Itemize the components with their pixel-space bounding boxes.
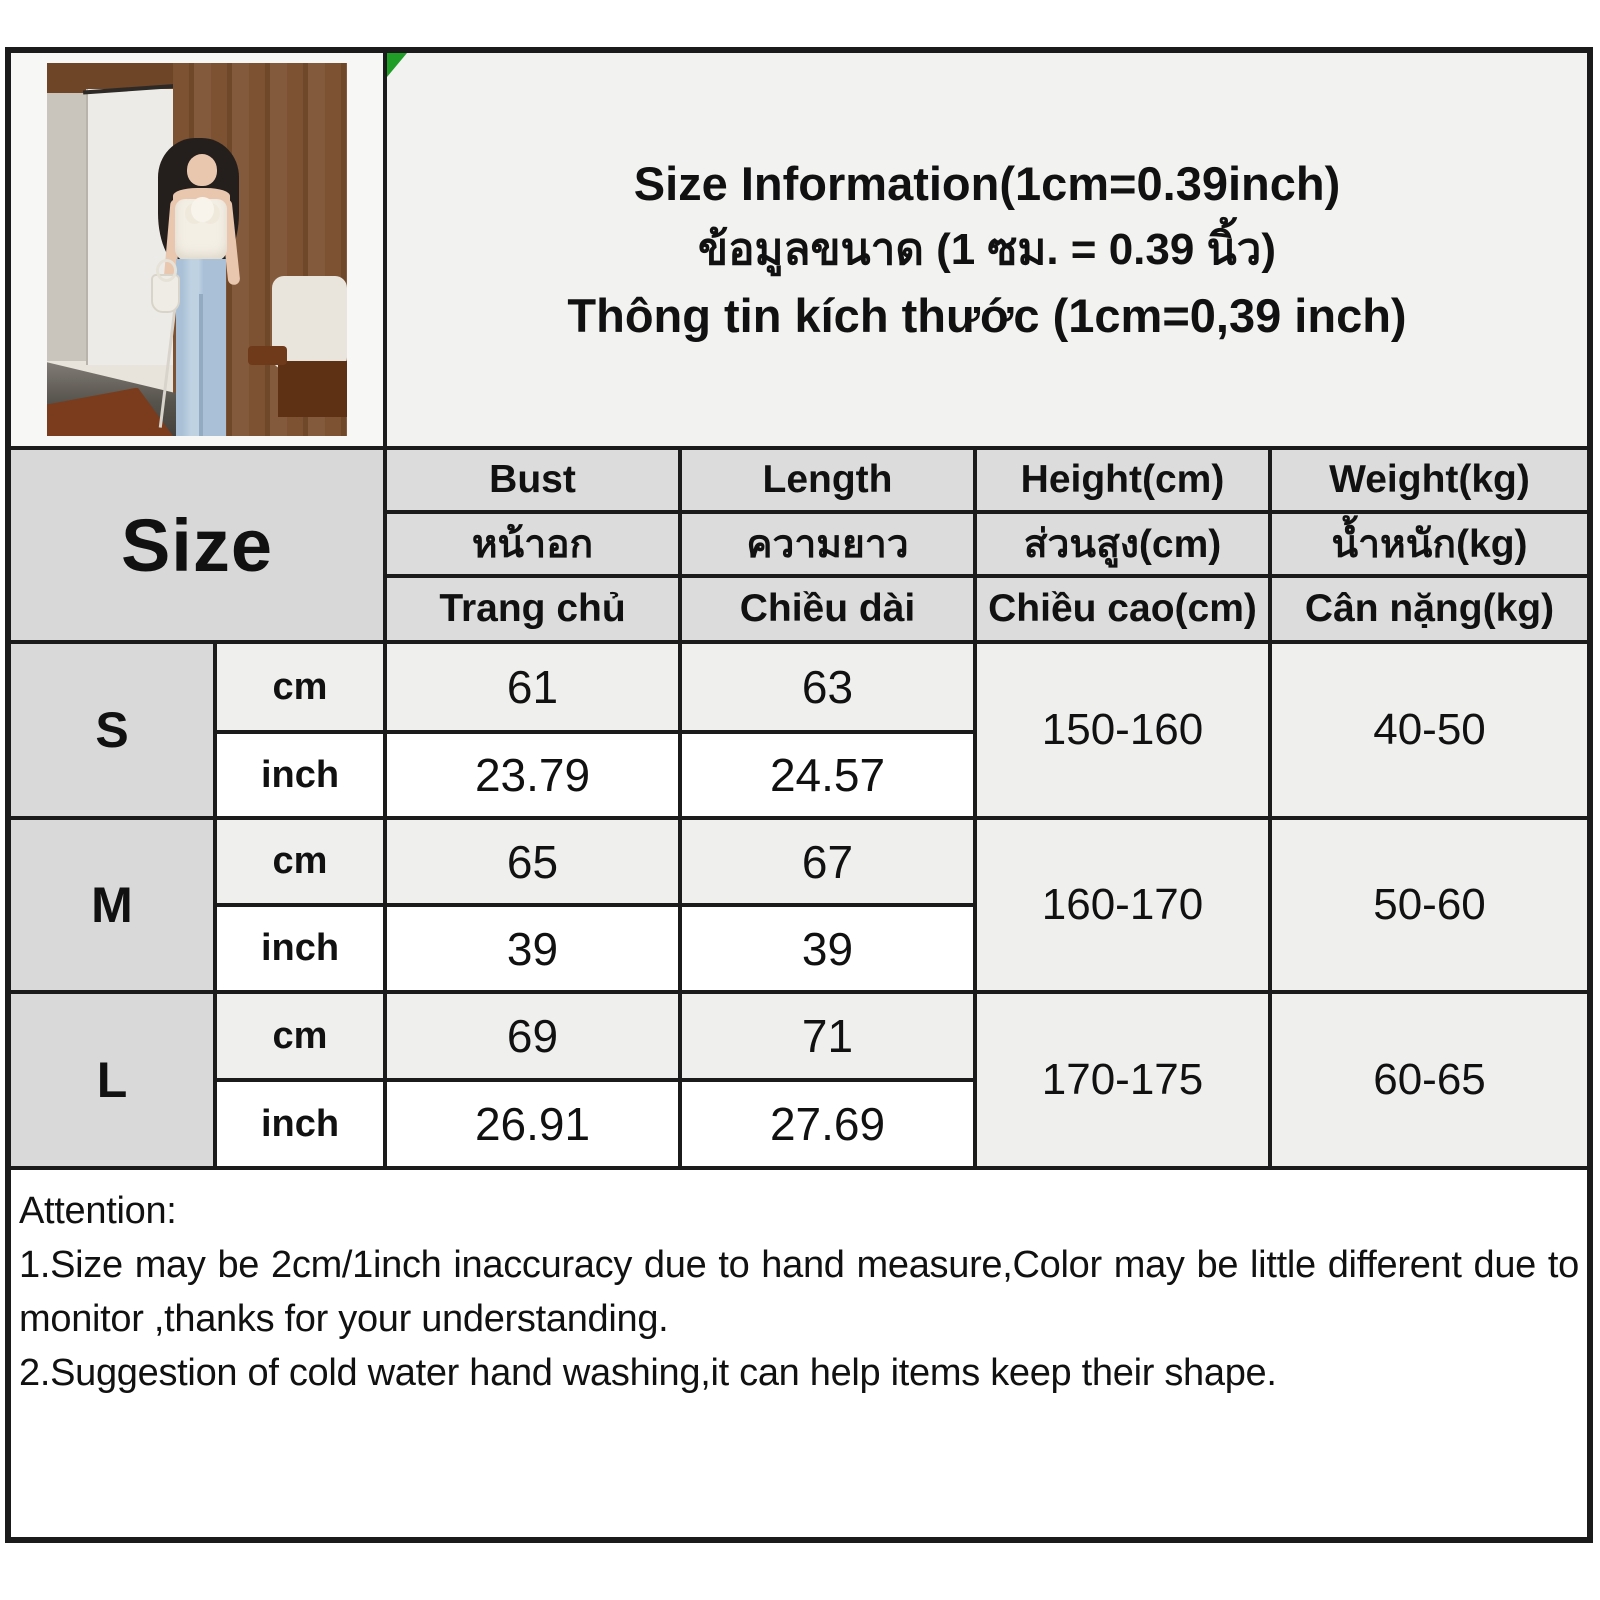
header-length-vi: Chiều dài: [682, 578, 973, 640]
row-s-bust-cm: 61: [387, 644, 678, 730]
row-m-unit-cm: cm: [217, 820, 383, 903]
row-l-weight-range: 60-65: [1272, 994, 1587, 1166]
row-s-length-cm: 63: [682, 644, 973, 730]
photo-top-bow: [191, 197, 214, 222]
row-l-unit-cm: cm: [217, 994, 383, 1078]
header-height-th: ส่วนสูง(cm): [977, 514, 1268, 574]
row-l-bust-cm: 69: [387, 994, 678, 1078]
header-weight-th: น้ำหนัก(kg): [1272, 514, 1587, 574]
photo-chair-frame: [278, 361, 347, 418]
title-english: Size Information(1cm=0.39inch): [633, 156, 1341, 210]
header-height-vi: Chiều cao(cm): [977, 578, 1268, 640]
row-m-label: M: [11, 820, 213, 990]
row-s-unit-inch: inch: [217, 734, 383, 816]
green-corner-flag-icon: [387, 53, 407, 77]
header-bust-th: หน้าอก: [387, 514, 678, 574]
photo-concrete-wall: [47, 92, 92, 362]
header-bust-vi: Trang chủ: [387, 578, 678, 640]
row-s-label: S: [11, 644, 213, 816]
row-s-weight-range: 40-50: [1272, 644, 1587, 816]
photo-handbag-handle: [155, 258, 177, 282]
photo-chair-armrest: [248, 346, 287, 366]
row-m-height-range: 160-170: [977, 820, 1268, 990]
row-m-length-inch: 39: [682, 907, 973, 990]
corner-size-label: Size: [11, 450, 383, 640]
row-m-length-cm: 67: [682, 820, 973, 903]
row-s-length-inch: 24.57: [682, 734, 973, 816]
row-l-length-inch: 27.69: [682, 1082, 973, 1166]
attention-note-2: 2.Suggestion of cold water hand washing,…: [19, 1352, 1277, 1394]
title-vietnamese: Thông tin kích thước (1cm=0,39 inch): [567, 288, 1407, 342]
header-height-en: Height(cm): [977, 450, 1268, 510]
size-chart-table: Size Information(1cm=0.39inch) ข้อมูลขนา…: [5, 47, 1593, 1543]
header-weight-vi: Cân nặng(kg): [1272, 578, 1587, 640]
title-thai: ข้อมูลขนาด (1 ซม. = 0.39 นิ้ว): [697, 224, 1276, 274]
product-photo-cell: [11, 53, 383, 446]
row-l-unit-inch: inch: [217, 1082, 383, 1166]
photo-jeans-seam: [199, 294, 203, 436]
header-length-en: Length: [682, 450, 973, 510]
row-s-bust-inch: 23.79: [387, 734, 678, 816]
row-l-bust-inch: 26.91: [387, 1082, 678, 1166]
row-m-bust-cm: 65: [387, 820, 678, 903]
row-m-unit-inch: inch: [217, 907, 383, 990]
attention-section: Attention: 1.Size may be 2cm/1inch inacc…: [11, 1170, 1587, 1537]
attention-heading: Attention:: [19, 1190, 177, 1232]
row-l-label: L: [11, 994, 213, 1166]
header-length-th: ความยาว: [682, 514, 973, 574]
photo-model-face: [186, 154, 217, 187]
row-s-unit-cm: cm: [217, 644, 383, 730]
header-bust-en: Bust: [387, 450, 678, 510]
row-m-weight-range: 50-60: [1272, 820, 1587, 990]
row-s-height-range: 150-160: [977, 644, 1268, 816]
row-l-length-cm: 71: [682, 994, 973, 1078]
row-m-bust-inch: 39: [387, 907, 678, 990]
header-weight-en: Weight(kg): [1272, 450, 1587, 510]
title-block: Size Information(1cm=0.39inch) ข้อมูลขนา…: [387, 53, 1587, 446]
row-l-height-range: 170-175: [977, 994, 1268, 1166]
product-photo: [47, 63, 347, 436]
attention-note-1: 1.Size may be 2cm/1inch inaccuracy due t…: [19, 1244, 1579, 1340]
